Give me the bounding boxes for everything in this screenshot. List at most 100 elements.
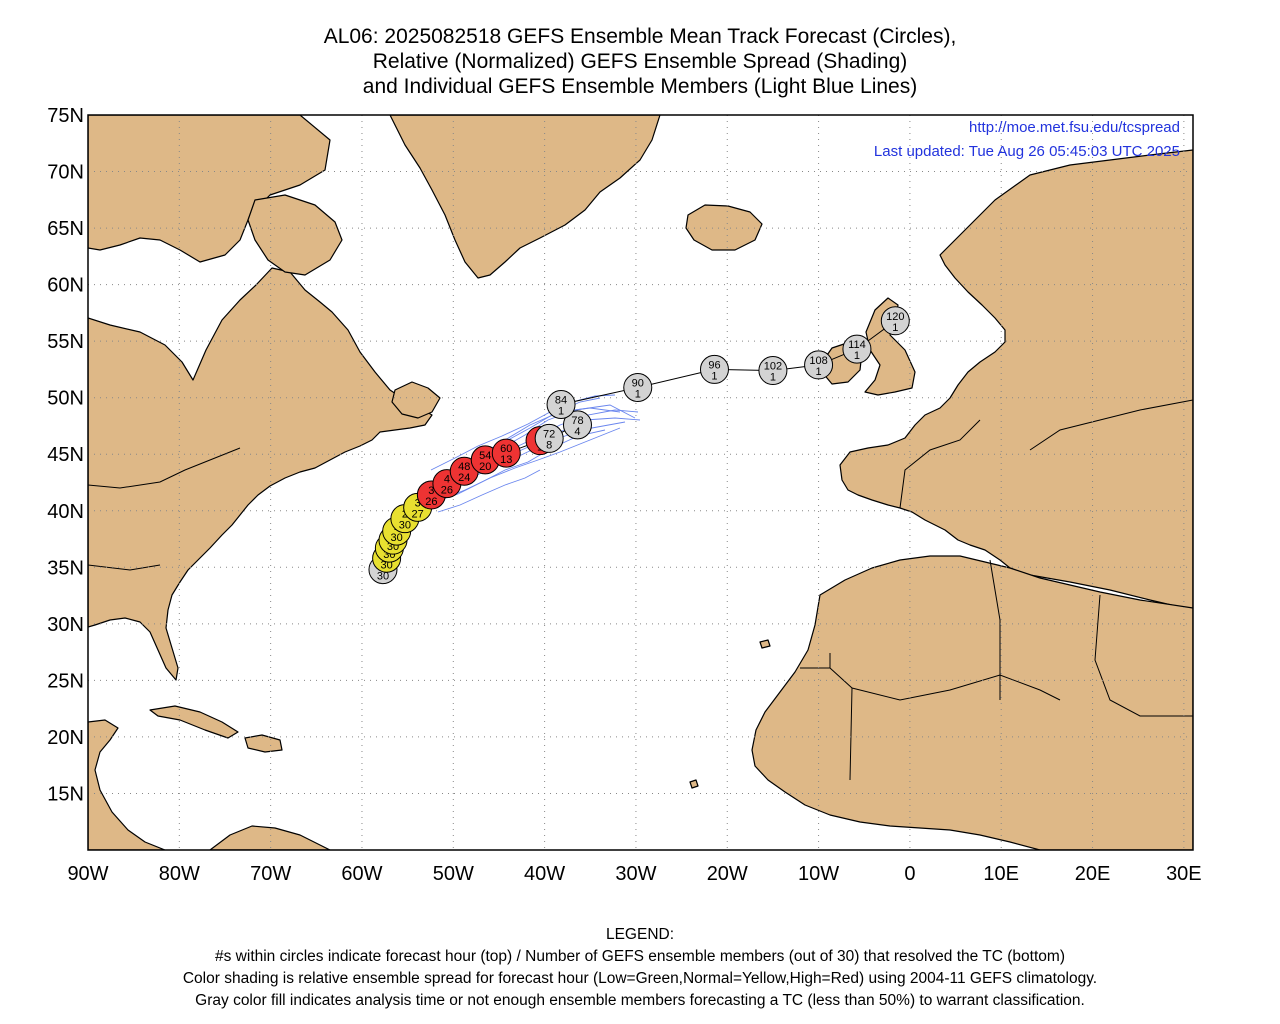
land-cuba [149,705,239,739]
forecast-hour-label: 3 [415,497,421,509]
latitude-labels: 75N 70N 65N 60N 55N 50N 45N 40N 35N 30N 25N 20N 15N [47,105,84,805]
land-africa [751,555,1193,850]
forecast-hour-label: 72 [543,428,555,440]
chart-title: AL06: 2025082518 GEFS Ensemble Mean Trac… [0,24,1280,99]
title-line-3: and Individual GEFS Ensemble Members (Li… [362,75,918,98]
latitude-label: 50N [47,388,84,410]
land-north-america [88,267,433,681]
track-circle [758,356,788,386]
land-cape-verde [689,779,699,789]
latitude-label: 40N [47,501,84,523]
member-count-label: 30 [399,520,411,532]
political-borders [88,399,1193,781]
forecast-hour-label: 2 [402,509,408,521]
track-circle [699,354,729,384]
latitude-label: 60N [47,275,84,297]
land-arctic-islands [88,115,331,263]
longitude-label: 60W [341,863,382,885]
latitude-label: 30N [47,614,84,636]
longitude-label: 10E [983,863,1019,885]
longitude-label: 20E [1075,863,1111,885]
member-count-label: 24 [458,472,470,484]
forecast-hour-label: 120 [886,311,904,323]
land-south-america [209,825,331,850]
member-count-label: 20 [479,461,491,473]
track-point: 901 [623,373,653,403]
forecast-hour-label: 54 [479,450,491,462]
latitude-label: 20N [47,727,84,749]
legend-heading: LEGEND: [605,926,675,943]
longitude-label: 0 [904,863,915,885]
latitude-label: 15N [47,783,84,805]
longitude-label: 10W [798,863,839,885]
map-frame [87,114,1194,851]
latitude-label: 25N [47,670,84,692]
land-iceland [685,204,763,251]
latitude-label: 35N [47,557,84,579]
longitude-label: 90W [67,863,108,885]
land-greenland [389,115,661,279]
track-circle [623,373,653,403]
track-circle [842,334,872,364]
track-circle [534,423,564,453]
title-line-2: Relative (Normalized) GEFS Ensemble Spre… [372,50,908,73]
member-count-label: 1 [854,350,860,362]
longitude-label: 50W [433,863,474,885]
longitude-label: 80W [159,863,200,885]
legend: LEGEND: #s within circles indicate forec… [0,924,1280,1012]
track-point: 728 [534,423,564,453]
member-count-label: 1 [711,370,717,382]
member-count-label: 30 [391,532,403,544]
track-circle [880,306,910,336]
land-baffin-island [247,194,343,276]
land-newfoundland [391,381,441,419]
track-circle [491,438,521,468]
legend-line-1: #s within circles indicate forecast hour… [215,948,1065,965]
track-point: 784 [562,410,592,440]
track-circles: 0303030301302303273264264824542060136172… [368,306,910,585]
member-count-label: 1 [770,372,776,384]
title-line-1: AL06: 2025082518 GEFS Ensemble Mean Trac… [323,25,957,48]
forecast-hour-label: 90 [632,378,644,390]
longitude-label: 30E [1166,863,1202,885]
member-count-label: 30 [377,571,389,583]
longitude-label: 20W [707,863,748,885]
member-count-label: 26 [441,485,453,497]
track-point: 961 [699,354,729,384]
forecast-hour-label: 96 [708,359,720,371]
forecast-hour-label: 114 [848,339,866,351]
forecast-hour-label: 3 [428,485,434,497]
legend-line-3: Gray color fill indicates analysis time … [195,992,1085,1009]
member-count-label: 1 [816,366,822,378]
track-circle [546,389,576,419]
member-count-label: 8 [546,439,552,451]
member-count-label: 13 [500,454,512,466]
track-circle [804,350,834,380]
member-count-label: 1 [892,322,898,334]
forecast-hour-label: 102 [764,361,782,373]
latitude-label: 70N [47,162,84,184]
land-europe [839,149,1193,611]
member-count-label: 1 [558,405,564,417]
forecast-hour-label: 84 [555,394,567,406]
member-count-label: 27 [412,508,424,520]
track-point: 841 [546,389,576,419]
longitude-labels: 90W 80W 70W 60W 50W 40W 30W 20W 10W 0 10E 20E 30E [67,863,1201,885]
forecast-hour-label: 48 [458,461,470,473]
latitude-label: 75N [47,105,84,127]
forecast-hour-label: 78 [571,415,583,427]
longitude-label: 70W [250,863,291,885]
source-url[interactable]: http://moe.met.fsu.edu/tcspread [969,119,1180,136]
legend-line-2: Color shading is relative ensemble sprea… [182,970,1098,987]
land-canary-islands [759,639,771,649]
longitude-label: 40W [524,863,565,885]
member-count-label: 26 [425,496,437,508]
last-updated: Last updated: Tue Aug 26 05:45:03 UTC 20… [874,143,1180,160]
longitude-label: 30W [615,863,656,885]
